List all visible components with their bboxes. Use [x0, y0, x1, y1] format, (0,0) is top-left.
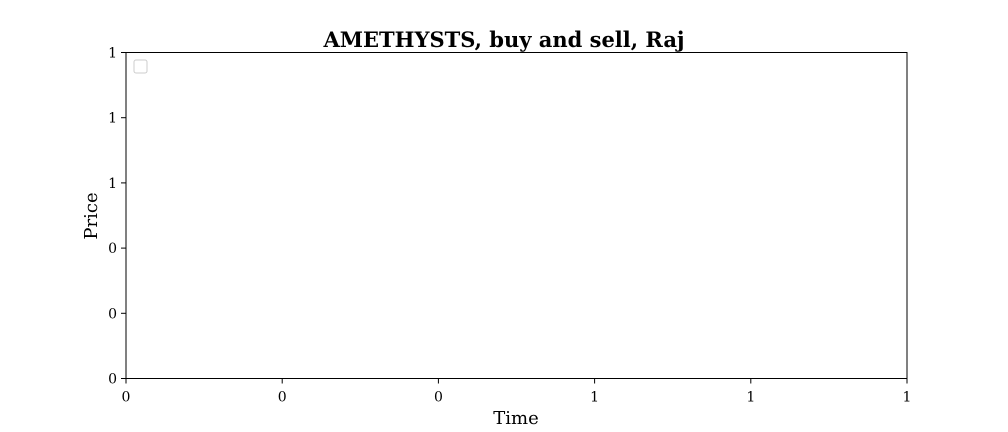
- legend-box: [133, 59, 148, 74]
- x-tick-label: 0: [434, 390, 443, 406]
- x-tick-label: 1: [746, 390, 755, 406]
- y-tick-label: 0: [108, 241, 117, 257]
- x-axis-ticks: 0 0 0 1 1 1: [122, 378, 912, 406]
- x-axis-label: Time: [493, 408, 538, 429]
- y-tick-label: 0: [108, 306, 117, 322]
- y-tick-label: 1: [108, 176, 117, 192]
- y-tick-label: 0: [108, 372, 117, 388]
- x-tick-label: 0: [122, 390, 131, 406]
- y-axis-label: Price: [81, 192, 102, 239]
- y-axis-ticks: 0 0 0 1 1 1: [108, 46, 126, 388]
- y-tick-label: 1: [108, 111, 117, 127]
- x-tick-label: 0: [278, 390, 287, 406]
- y-tick-label: 1: [108, 46, 117, 62]
- x-tick-label: 1: [903, 390, 912, 406]
- x-tick-label: 1: [590, 390, 599, 406]
- plot-area-frame: [125, 52, 908, 379]
- chart-title: AMETHYSTS, buy and sell, Raj: [322, 27, 684, 52]
